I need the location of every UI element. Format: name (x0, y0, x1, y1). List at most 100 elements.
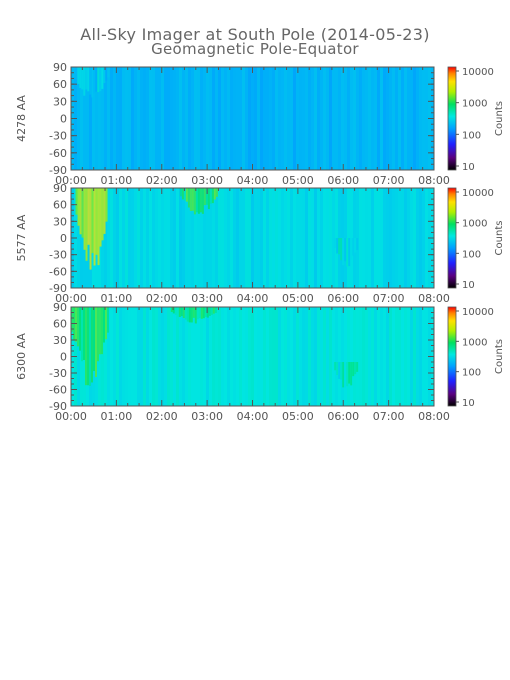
feature-streak (99, 307, 101, 355)
colorbar-tick-label: 100 (462, 368, 481, 379)
heatmap-column (422, 188, 425, 288)
x-tick-label: 01:00 (101, 410, 133, 423)
heatmap-column (227, 67, 230, 170)
heatmap-column (122, 307, 125, 406)
x-tick-label: 07:00 (373, 410, 405, 423)
heatmap-column (176, 67, 179, 170)
heatmap-column (218, 188, 221, 288)
heatmap-column (308, 67, 311, 170)
heatmap-column (146, 307, 149, 406)
x-tick-label: 05:00 (282, 292, 314, 305)
heatmap-column (167, 67, 170, 170)
heatmap-column (164, 188, 167, 288)
heatmap-column (263, 67, 266, 170)
heatmap-column (215, 67, 218, 170)
heatmap-column (260, 67, 263, 170)
heatmap-column (386, 188, 389, 288)
heatmap-column (347, 307, 350, 406)
heatmap-column (203, 307, 206, 406)
y-tick-label: 30 (53, 215, 67, 228)
heatmap-column (92, 67, 95, 170)
heatmap-column (113, 307, 116, 406)
feature-streak (91, 188, 94, 254)
feature-streak (184, 307, 187, 320)
heatmap-column (215, 188, 218, 288)
heatmap-column (299, 307, 302, 406)
heatmap-column (221, 307, 224, 406)
feature-streak (334, 362, 337, 371)
heatmap-column (116, 67, 119, 170)
feature-streak (87, 188, 90, 245)
heatmap-column (416, 67, 419, 170)
heatmap-column (176, 188, 179, 288)
heatmap-column (278, 188, 281, 288)
heatmap-column (359, 307, 362, 406)
feature-streak (204, 307, 207, 317)
feature-streak (81, 67, 84, 90)
feature-streak (105, 188, 108, 222)
heatmap-column (389, 188, 392, 288)
feature-streak (344, 238, 347, 262)
x-tick-label: 01:00 (101, 174, 133, 187)
colorbar-label: Counts (494, 339, 505, 374)
heatmap-feature (170, 307, 217, 324)
feature-streak (348, 362, 351, 384)
heatmap-column (308, 307, 311, 406)
feature-streak (101, 307, 103, 355)
heatmap-column (290, 188, 293, 288)
heatmap-column (371, 307, 374, 406)
heatmap-column (305, 307, 308, 406)
heatmap-column (260, 188, 263, 288)
y-tick-label: 30 (53, 334, 67, 347)
heatmap-column (185, 307, 188, 406)
heatmap-column (374, 188, 377, 288)
heatmap-column (236, 307, 239, 406)
heatmap-column (83, 67, 86, 170)
feature-streak (211, 188, 214, 204)
feature-streak (196, 307, 199, 320)
heatmap-column (188, 188, 191, 288)
heatmap-column (173, 188, 176, 288)
colorbar-tick-label: 100 (462, 130, 481, 141)
colorbar (447, 66, 457, 171)
x-tick-label: 01:00 (101, 292, 133, 305)
heatmap-column (356, 307, 359, 406)
heatmap-column (398, 307, 401, 406)
heatmap-column (161, 307, 164, 406)
heatmap-column (113, 67, 116, 170)
heatmap-column (287, 307, 290, 406)
heatmap-column (95, 67, 98, 170)
heatmap-column (323, 188, 326, 288)
feature-streak (188, 307, 191, 323)
heatmap-column (197, 67, 200, 170)
feature-streak (75, 188, 78, 215)
heatmap-column (416, 188, 419, 288)
feature-streak (97, 67, 100, 93)
heatmap-column (269, 188, 272, 288)
heatmap-column (185, 188, 188, 288)
y-tick-label: 90 (53, 182, 67, 195)
y-tick-label: 0 (60, 351, 67, 364)
heatmap-column (410, 307, 413, 406)
heatmap-column (326, 307, 329, 406)
heatmap-column (221, 67, 224, 170)
feature-streak (215, 188, 218, 197)
feature-streak (346, 362, 349, 387)
heatmap-feature (334, 362, 359, 388)
feature-streak (93, 307, 95, 372)
x-tick-label: 05:00 (282, 410, 314, 423)
feature-streak (189, 188, 192, 211)
heatmap-column (188, 307, 191, 406)
feature-streak (356, 238, 359, 251)
heatmap-column (272, 307, 275, 406)
y-tick-label: -90 (49, 282, 67, 295)
y-tick-label: -30 (49, 130, 67, 143)
heatmap-column (218, 67, 221, 170)
heatmap-column (179, 67, 182, 170)
heatmap-column (203, 188, 206, 288)
feature-streak (194, 307, 197, 324)
colorbar-tick-label: 1000 (462, 219, 487, 230)
heatmap-column (188, 67, 191, 170)
heatmap-column (242, 67, 245, 170)
heatmap-column (239, 67, 242, 170)
